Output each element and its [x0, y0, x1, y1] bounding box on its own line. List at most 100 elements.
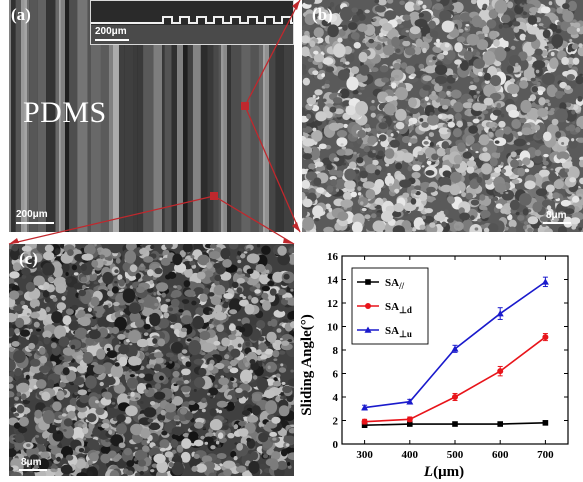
grain — [479, 194, 486, 201]
grain — [188, 400, 196, 406]
grain — [150, 469, 155, 473]
grain — [531, 85, 539, 93]
grain — [314, 119, 323, 126]
grain — [13, 305, 22, 312]
grain — [446, 114, 454, 119]
grain — [534, 124, 541, 131]
grain — [577, 46, 583, 57]
grain — [125, 329, 130, 333]
grain — [494, 140, 500, 144]
grain — [9, 290, 20, 300]
grain — [522, 157, 531, 166]
grain — [44, 244, 54, 253]
grain — [482, 3, 488, 9]
grain — [191, 300, 197, 306]
grain — [44, 297, 51, 303]
grain — [160, 303, 170, 313]
grain — [524, 180, 536, 190]
grain — [159, 447, 167, 452]
grain — [314, 217, 320, 222]
scale-bar-a — [16, 222, 54, 224]
grain — [488, 132, 494, 137]
grain — [453, 64, 459, 71]
grain — [143, 389, 149, 394]
grain — [117, 274, 123, 281]
grain — [62, 347, 75, 356]
grain — [163, 312, 170, 319]
grain — [246, 253, 260, 264]
grain — [248, 460, 260, 474]
grain — [255, 264, 266, 273]
grain — [454, 59, 462, 65]
grain — [92, 273, 98, 279]
grain — [25, 281, 36, 292]
grain — [171, 426, 185, 436]
grain — [207, 363, 214, 371]
grain — [126, 470, 134, 476]
grain — [272, 437, 277, 441]
grain — [546, 84, 558, 98]
grain — [359, 170, 368, 179]
grain — [153, 453, 166, 464]
grain — [209, 408, 217, 417]
grain — [530, 77, 536, 82]
grain — [457, 142, 466, 152]
grain — [336, 130, 348, 138]
legend-marker — [365, 279, 371, 285]
grain — [88, 329, 101, 340]
grain — [415, 38, 423, 48]
grain — [140, 347, 145, 351]
grain — [302, 153, 313, 160]
grain — [493, 39, 500, 47]
grain — [73, 272, 79, 276]
grain — [173, 453, 179, 459]
legend-entry-name: SA — [385, 277, 399, 289]
grain — [92, 310, 97, 314]
grain — [235, 465, 247, 473]
data-point — [361, 418, 368, 425]
grain — [519, 33, 527, 41]
grain — [207, 292, 215, 297]
grain — [56, 456, 61, 462]
grain — [339, 61, 344, 66]
grain — [372, 150, 376, 154]
grain — [447, 121, 456, 128]
grain — [459, 212, 471, 221]
grain — [557, 136, 570, 147]
grain — [303, 0, 315, 5]
grain — [193, 358, 204, 365]
scale-text-b: 8μm — [546, 210, 567, 221]
grain — [190, 255, 195, 259]
grain — [494, 0, 508, 14]
grain — [500, 168, 507, 174]
grain — [425, 169, 435, 176]
grain — [17, 254, 25, 261]
grain — [77, 389, 88, 396]
grain — [555, 28, 562, 34]
grain — [464, 110, 469, 116]
grain — [446, 90, 451, 95]
grain — [126, 460, 135, 467]
grain — [578, 159, 583, 168]
grain — [65, 277, 72, 284]
grain — [469, 215, 475, 221]
y-tick-label: 0 — [333, 439, 339, 451]
grain — [157, 413, 166, 422]
grain — [56, 390, 65, 401]
grain — [534, 48, 543, 56]
grain — [116, 423, 127, 435]
groove-stripe — [15, 0, 25, 232]
grain — [201, 408, 206, 413]
grain — [39, 365, 51, 374]
grain — [196, 271, 206, 280]
grain — [151, 463, 158, 468]
grain — [9, 397, 15, 405]
grain — [569, 53, 575, 58]
grain — [220, 248, 231, 260]
grain — [340, 199, 354, 208]
grain — [76, 355, 84, 360]
grain — [378, 122, 388, 130]
grain — [61, 296, 66, 301]
grain — [429, 112, 434, 116]
grain — [500, 208, 508, 214]
